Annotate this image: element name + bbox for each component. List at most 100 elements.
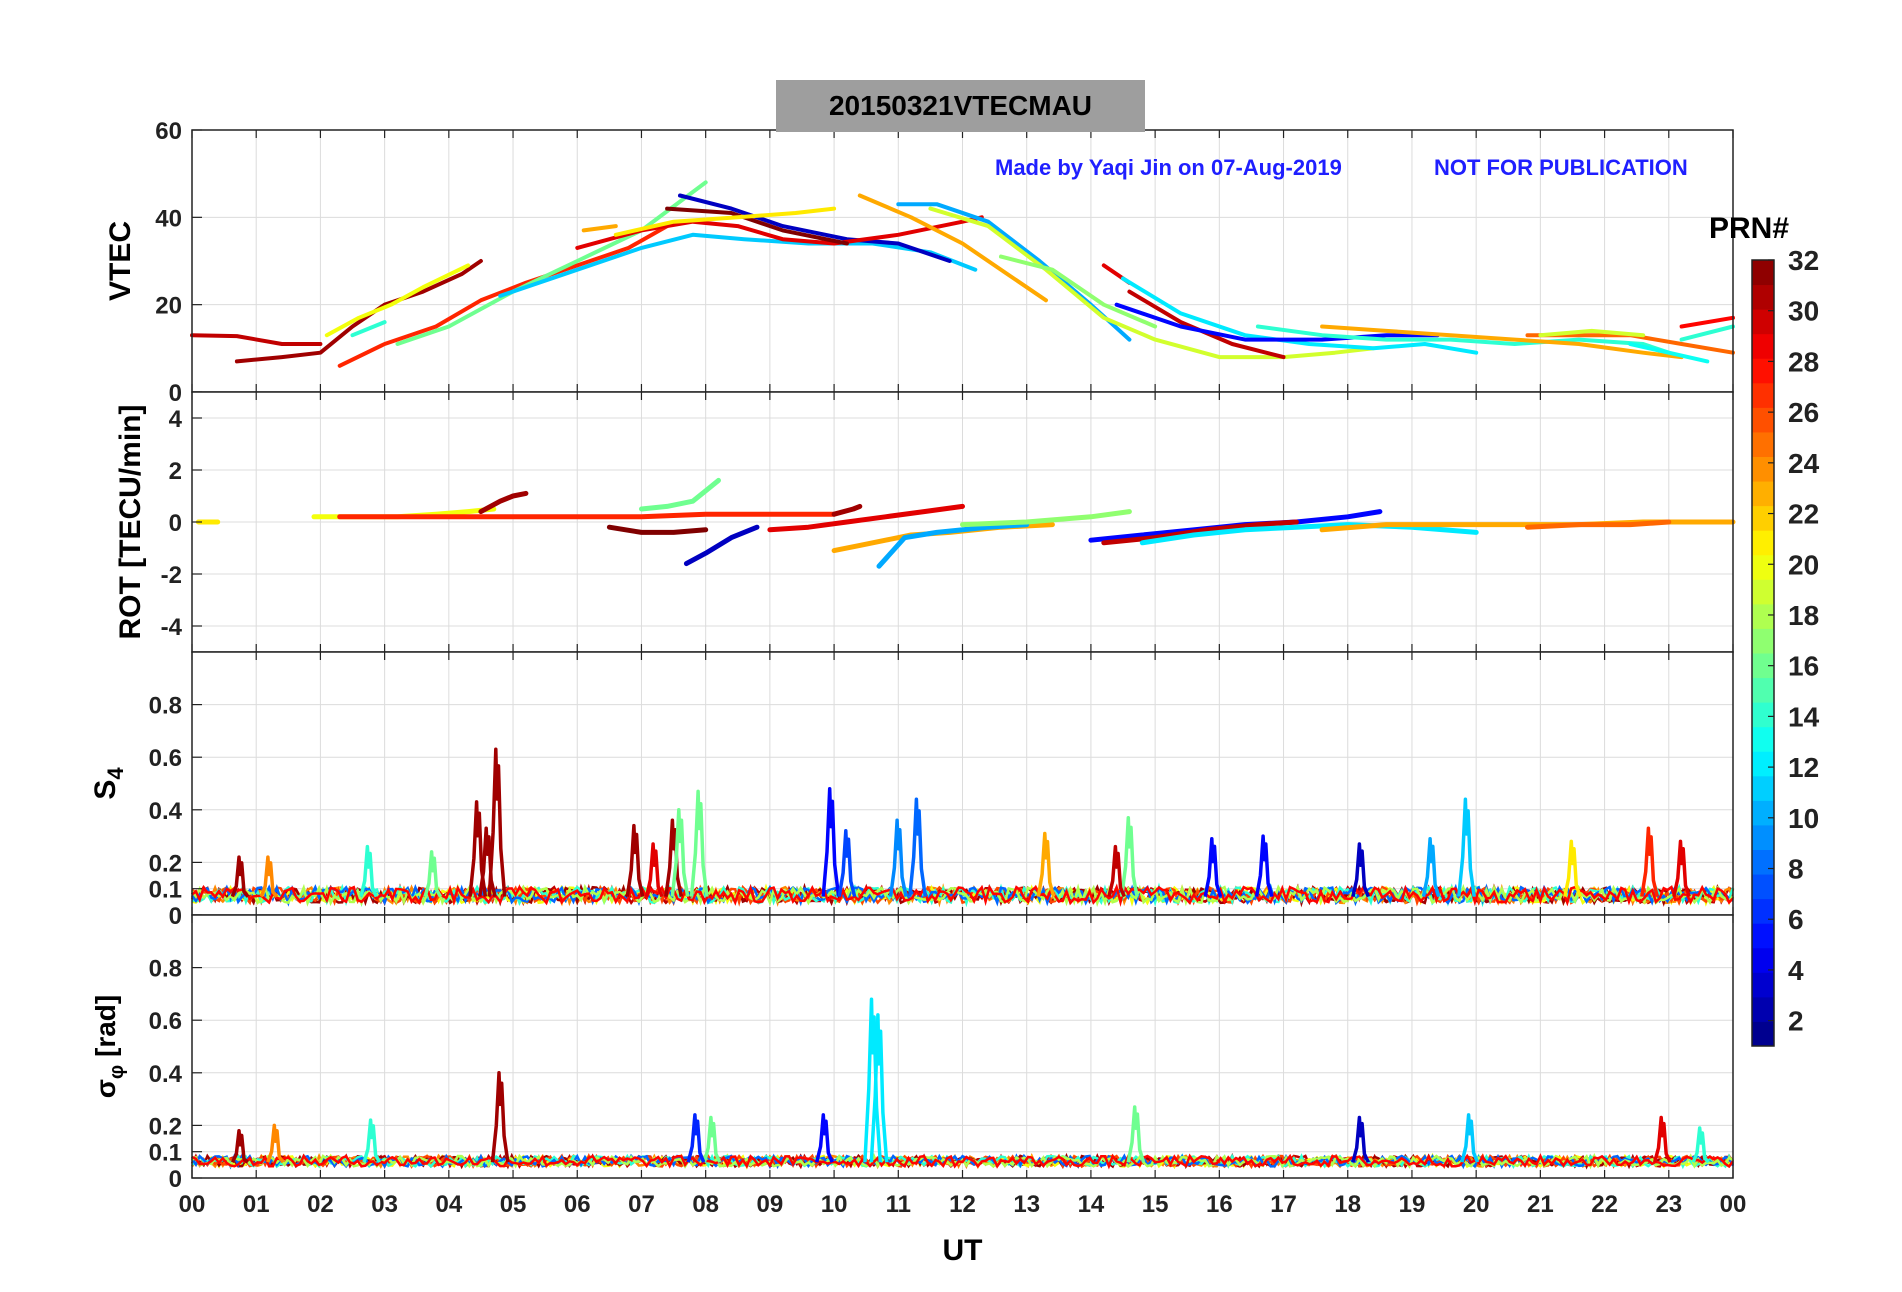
spike-prn-16 (689, 789, 709, 897)
spike-prn-6 (686, 1113, 706, 1163)
colorbar-tick-label: 6 (1788, 904, 1804, 935)
series-line-prn-29 (767, 503, 965, 533)
series-line-prn-14 (1679, 324, 1735, 342)
spike-prn-14 (1691, 1126, 1710, 1164)
series-line-prn-12 (1121, 276, 1479, 355)
x-tick-label: 01 (243, 1191, 270, 1218)
spike-prn-31 (477, 826, 497, 898)
colorbar-tick-label: 12 (1788, 752, 1819, 783)
spike-prn-11 (1457, 797, 1476, 897)
y-tick-label: 4 (169, 406, 183, 433)
spike-prn-29 (1653, 1115, 1672, 1163)
spike-prn-8 (908, 797, 928, 897)
colorbar-segment (1752, 603, 1774, 629)
series-line-prn-29 (575, 215, 984, 250)
colorbar-segment (1752, 407, 1774, 433)
y-axis-label: σφ [rad] (90, 995, 128, 1098)
x-tick-label: 03 (371, 1191, 398, 1218)
spike-prn-31 (664, 818, 684, 897)
y-tick-label: 60 (155, 118, 182, 145)
series-line-prn-14 (350, 320, 387, 338)
spike-prn-5 (1254, 834, 1274, 898)
y-tick-label: 0.4 (149, 1061, 183, 1088)
series-line-prn-30 (1101, 519, 1299, 546)
colorbar-segment (1752, 260, 1774, 286)
series-line-prn-23 (581, 224, 618, 233)
series-line-prn-19 (928, 206, 1376, 360)
x-tick-label: 21 (1527, 1191, 1554, 1218)
made-by-note: Made by Yaqi Jin on 07-Aug-2019 (995, 155, 1342, 180)
series-line-prn-12 (1139, 522, 1479, 546)
colorbar-segment (1752, 726, 1774, 752)
colorbar-segment (1752, 800, 1774, 826)
spike-prn-31 (230, 855, 250, 898)
colorbar-segment (1752, 481, 1774, 507)
y-tick-label: -2 (161, 562, 182, 589)
spike-prn-16 (423, 850, 443, 898)
y-tick-label: 20 (155, 293, 182, 320)
spike-prn-16 (1126, 1105, 1146, 1163)
not-for-publication-note: NOT FOR PUBLICATION (1434, 155, 1688, 180)
spike-prn-11 (1460, 1113, 1480, 1163)
colorbar-segment (1752, 898, 1774, 924)
x-tick-label: 12 (949, 1191, 976, 1218)
series-line-prn-16 (395, 180, 708, 346)
series-line-prn-27 (337, 224, 670, 368)
spike-prn-5 (1203, 836, 1223, 898)
y-tick-label: 0.2 (149, 850, 182, 877)
colorbar-segment (1752, 923, 1774, 949)
colorbar-segment (1752, 579, 1774, 605)
spike-prn-12 (869, 1013, 889, 1163)
spike-prn-23 (1036, 831, 1056, 898)
spike-prn-3 (1351, 842, 1370, 898)
colorbar-tick-label: 22 (1788, 499, 1819, 530)
y-tick-label: 0.6 (149, 1008, 182, 1035)
series-line-prn-25 (1525, 519, 1672, 530)
series-line-prn-23 (857, 193, 1048, 303)
x-tick-label: 00 (1720, 1191, 1747, 1218)
x-tick-label: 17 (1270, 1191, 1297, 1218)
spike-prn-5 (821, 787, 841, 897)
colorbar-segment (1752, 775, 1774, 801)
spike-prn-30 (1107, 844, 1126, 898)
y-tick-label: 0.8 (149, 693, 182, 720)
spike-prn-31 (625, 823, 645, 897)
colorbar-tick-label: 4 (1788, 955, 1804, 986)
colorbar-tick-label: 26 (1788, 397, 1819, 428)
colorbar-tick-label: 20 (1788, 549, 1819, 580)
series-line-prn-32 (606, 524, 709, 535)
y-tick-label: 0.2 (149, 1113, 182, 1140)
spike-prn-21 (1563, 839, 1582, 898)
spike-prn-3 (1351, 1115, 1370, 1163)
colorbar-label: PRN# (1709, 212, 1790, 245)
series-line-prn-31 (831, 503, 863, 517)
y-tick-label: 2 (169, 458, 182, 485)
spike-prn-10 (1421, 836, 1441, 898)
x-tick-label: 05 (500, 1191, 527, 1218)
data-layer-vtec (190, 180, 1735, 368)
colorbar-tick-label: 18 (1788, 600, 1819, 631)
y-tick-label: 0.1 (149, 877, 182, 904)
data-layer-rot (195, 477, 1736, 569)
spike-prn-16 (702, 1115, 722, 1163)
series-line-prn-30 (190, 333, 323, 346)
spike-prn-14 (359, 844, 378, 898)
colorbar-tick-label: 14 (1788, 701, 1820, 732)
x-tick-label: 02 (307, 1191, 334, 1218)
series-line-prn-23 (1320, 324, 1684, 360)
colorbar-segment (1752, 505, 1774, 531)
series-line-prn-20 (324, 263, 471, 338)
x-tick-label: 20 (1463, 1191, 1490, 1218)
y-tick-label: 0 (169, 1166, 182, 1193)
data-layer-sigma_phi (190, 997, 1735, 1170)
series-line-prn-32 (665, 206, 849, 246)
series-line-prn-28 (1679, 315, 1735, 329)
y-tick-label: 40 (155, 205, 182, 232)
colorbar-segment (1752, 653, 1774, 679)
x-tick-label: 16 (1206, 1191, 1233, 1218)
colorbar-tick-label: 16 (1788, 651, 1819, 682)
x-tick-label: 08 (692, 1191, 719, 1218)
colorbar-tick-label: 32 (1788, 245, 1819, 276)
x-tick-label: 00 (179, 1191, 206, 1218)
